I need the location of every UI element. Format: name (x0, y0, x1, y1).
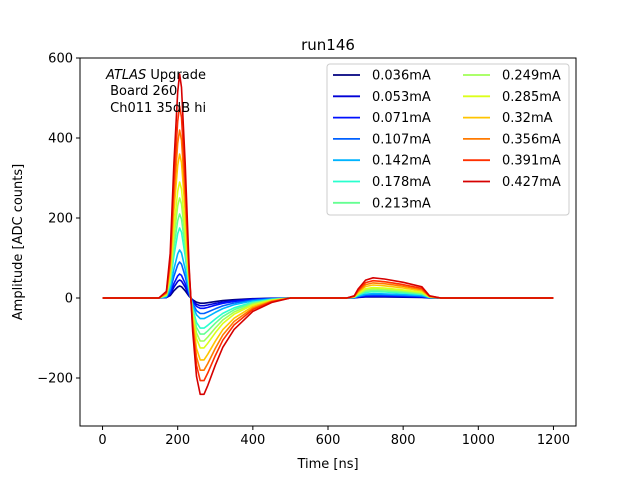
legend-label: 0.356mA (502, 132, 561, 147)
legend-label: 0.107mA (372, 132, 431, 147)
x-tick-label: 800 (391, 433, 416, 448)
legend-label: 0.427mA (502, 175, 561, 190)
annotation-upgrade-text: Upgrade (146, 68, 206, 83)
atlas-annotation-line2: Board 260 (106, 84, 177, 99)
x-tick-label: 0 (98, 433, 106, 448)
x-tick-label: 200 (165, 433, 190, 448)
legend-label: 0.213mA (372, 196, 431, 211)
legend-item: 0.356mA (463, 132, 561, 147)
legend-item: 0.178mA (333, 175, 431, 190)
atlas-annotation-line1: ATLAS Upgrade (105, 68, 206, 83)
legend-label: 0.285mA (502, 90, 561, 105)
legend-label: 0.391mA (502, 154, 561, 169)
chart-title: run146 (301, 36, 355, 54)
atlas-annotation-line3: Ch011 35dB hi (106, 101, 206, 116)
x-tick-label: 1200 (537, 433, 570, 448)
legend: 0.036mA 0.053mA 0.071mA 0.107mA 0.142mA 0.178… (326, 63, 570, 216)
legend-label: 0.178mA (372, 175, 431, 190)
x-tick-label: 600 (316, 433, 341, 448)
x-tick-label: 1000 (462, 433, 495, 448)
legend-label: 0.053mA (372, 90, 431, 105)
y-tick-label: 0 (65, 292, 73, 307)
y-axis-label: Amplitude [ADC counts] (11, 164, 26, 320)
legend-item: 0.391mA (463, 154, 561, 169)
axes-layer: 0 200 400 600 800 1000 1200 −200 0 200 400 600 (37, 52, 570, 449)
legend-item: 0.071mA (333, 111, 431, 126)
y-tick-label: 200 (48, 212, 73, 227)
plot-frame (79, 57, 577, 427)
legend-item: 0.107mA (333, 132, 431, 147)
legend-label: 0.071mA (372, 111, 431, 126)
legend-box (326, 63, 570, 216)
legend-item: 0.053mA (333, 90, 431, 105)
series-line-0.427mA (102, 73, 554, 396)
legend-item: 0.036mA (333, 69, 431, 84)
x-axis-label: Time [ns] (296, 457, 358, 472)
legend-label: 0.32mA (502, 111, 553, 126)
y-tick-label: −200 (37, 372, 73, 387)
x-tick-label: 400 (240, 433, 265, 448)
legend-item: 0.213mA (333, 196, 431, 211)
legend-item: 0.249mA (463, 69, 561, 84)
legend-item: 0.285mA (463, 90, 561, 105)
series-lines-layer (102, 73, 554, 396)
y-tick-label: 600 (48, 52, 73, 67)
atlas-italic-label: ATLAS (105, 68, 146, 83)
legend-label: 0.142mA (372, 154, 431, 169)
legend-label: 0.249mA (502, 69, 561, 84)
legend-label: 0.036mA (372, 69, 431, 84)
legend-item: 0.427mA (463, 175, 561, 190)
y-tick-label: 400 (48, 132, 73, 147)
legend-item: 0.142mA (333, 154, 431, 169)
legend-item: 0.32mA (463, 111, 553, 126)
